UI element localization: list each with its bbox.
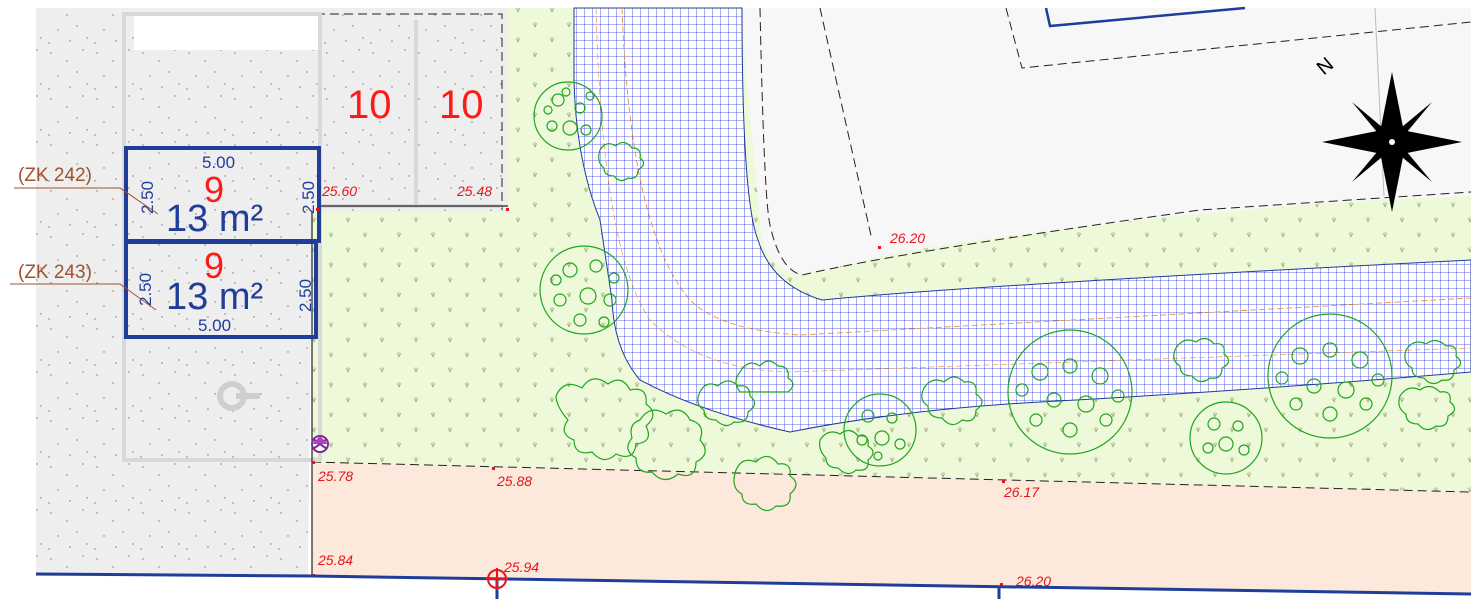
space-depth-left: 2.50 xyxy=(136,273,155,306)
lamp-post-icon xyxy=(311,435,329,453)
faded-parking-symbol-icon xyxy=(217,381,260,411)
building-footprint xyxy=(740,8,1471,275)
elevation-label: 26.20 xyxy=(889,230,925,246)
elevation-label: 25.94 xyxy=(503,559,539,575)
compass-rose-icon xyxy=(1322,72,1462,212)
drain-inlet-icon xyxy=(486,568,508,590)
tree-clusters xyxy=(533,81,1393,475)
paved-grid-area xyxy=(573,7,1471,433)
space-area: 13 m² xyxy=(166,198,263,240)
parking-space-zk-243: 2.50 2.50 9 13 m² 5.00 xyxy=(124,240,318,339)
elevation-label: 25.78 xyxy=(317,468,353,484)
sidewalk-strip xyxy=(312,462,1471,594)
space-number-upper: 9 xyxy=(204,169,224,210)
space-depth-right: 2.50 xyxy=(299,181,318,214)
zk-242-label: (ZK 242) xyxy=(18,165,92,186)
space-area: 13 m² xyxy=(166,276,263,318)
elevation-label: 25.60 xyxy=(321,183,357,199)
shrub-outlines xyxy=(555,141,1462,512)
space-depth-right: 2.50 xyxy=(296,279,315,312)
elevation-label: 25.88 xyxy=(496,473,532,489)
parking-number-upper-right: 10 xyxy=(439,83,484,127)
parking-number-upper-left: 10 xyxy=(347,83,392,127)
space-depth-left: 2.50 xyxy=(138,181,157,214)
elevation-label: 25.48 xyxy=(456,183,492,199)
space-number-lower: 9 xyxy=(204,245,224,286)
space-width-dimension: 5.00 xyxy=(198,316,231,335)
parking-space-zk-242: 5.00 2.50 2.50 9 13 m² xyxy=(124,146,321,243)
elevation-label: 26.17 xyxy=(1003,484,1040,500)
elevation-label: 25.84 xyxy=(317,552,353,568)
space-width-dimension: 5.00 xyxy=(202,153,235,172)
zk-243-label: (ZK 243) xyxy=(18,262,92,283)
elevation-label: 26.20 xyxy=(1015,573,1051,589)
